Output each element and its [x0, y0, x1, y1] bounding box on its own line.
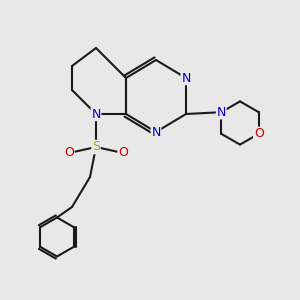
- Text: O: O: [64, 146, 74, 160]
- Text: N: N: [91, 107, 101, 121]
- Text: O: O: [254, 127, 264, 140]
- Text: N: N: [217, 106, 226, 119]
- Text: O: O: [118, 146, 128, 160]
- Text: N: N: [151, 125, 161, 139]
- Text: S: S: [92, 140, 100, 154]
- Text: N: N: [181, 71, 191, 85]
